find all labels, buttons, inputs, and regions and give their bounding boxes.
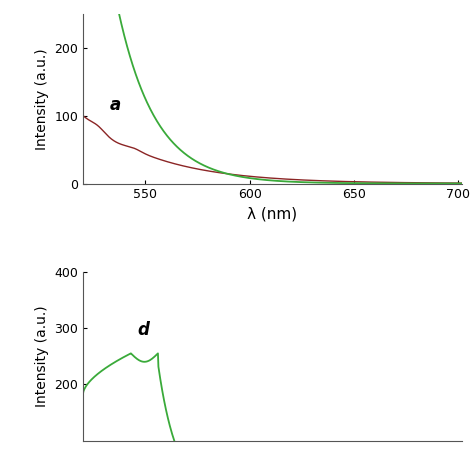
Text: a: a: [110, 96, 121, 114]
Y-axis label: Intensity (a.u.): Intensity (a.u.): [35, 48, 49, 150]
Text: d: d: [137, 321, 149, 339]
Y-axis label: Intensity (a.u.): Intensity (a.u.): [35, 305, 49, 407]
X-axis label: λ (nm): λ (nm): [247, 207, 298, 222]
